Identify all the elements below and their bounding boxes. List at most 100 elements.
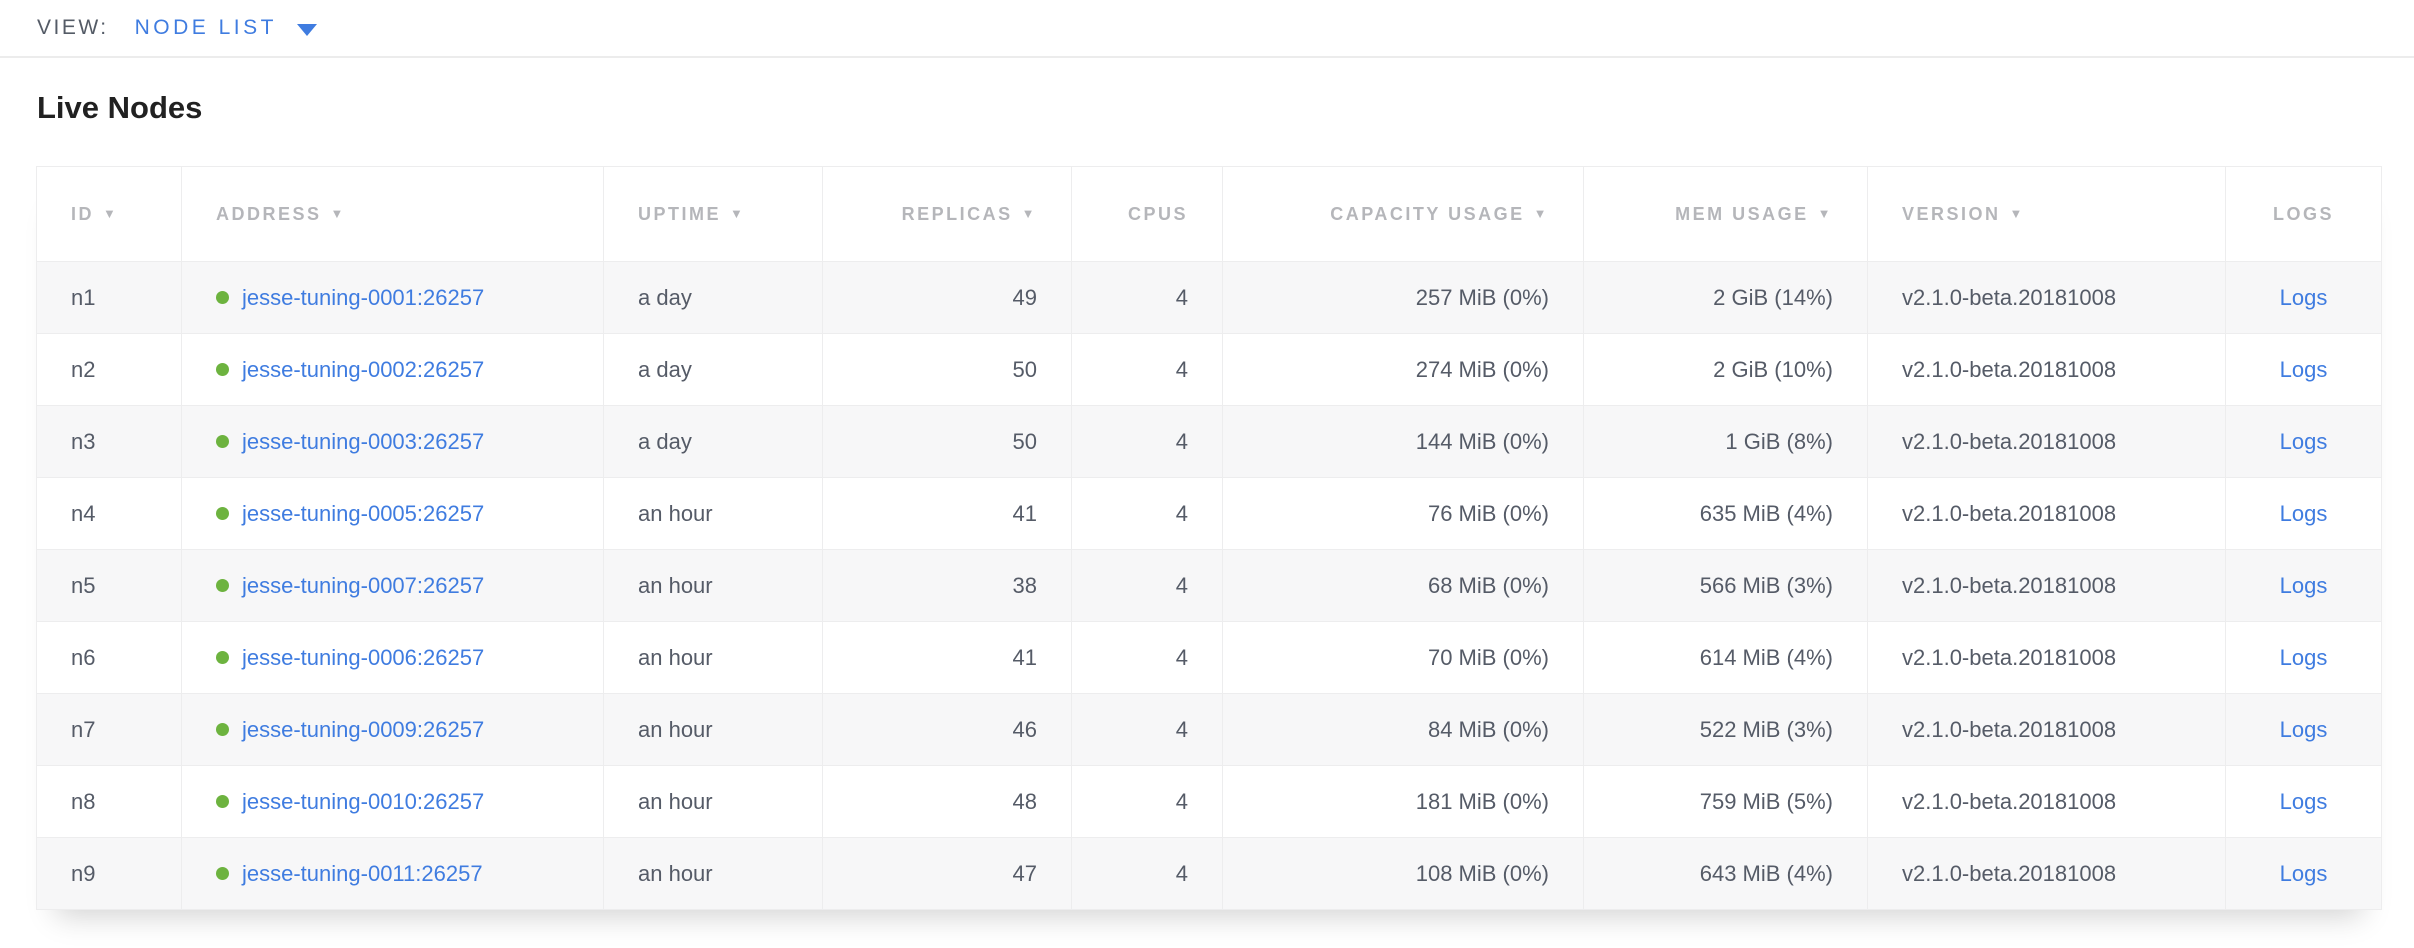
cell-logs: Logs: [2225, 549, 2382, 622]
node-address-link[interactable]: jesse-tuning-0009:26257: [242, 716, 485, 742]
table-row: n9 jesse-tuning-0011:26257 an hour 47 4 108 M…: [36, 837, 2382, 910]
column-header-cpus: CPUS: [1071, 166, 1223, 262]
cell-uptime: an hour: [603, 837, 823, 910]
cell-text: v2.1.0-beta.20181008: [1902, 788, 2117, 814]
cell-uptime: a day: [603, 405, 823, 478]
cell-text: 257 MiB (0%): [1415, 284, 1549, 310]
cell-capacity: 68 MiB (0%): [1222, 549, 1584, 622]
cell-text: 4: [1175, 860, 1188, 886]
column-header-address[interactable]: ADDRESS ▼: [181, 166, 604, 262]
cell-text: 643 MiB (4%): [1699, 860, 1833, 886]
column-header-capacity[interactable]: CAPACITY USAGE ▼: [1222, 166, 1584, 262]
view-bar: VIEW: NODE LIST: [0, 0, 2414, 58]
cell-uptime: an hour: [603, 549, 823, 622]
node-logs-link[interactable]: Logs: [2279, 572, 2328, 598]
node-address-link[interactable]: jesse-tuning-0002:26257: [242, 356, 485, 382]
node-health-icon: [216, 434, 229, 448]
chevron-down-icon: [296, 23, 317, 36]
cell-text: 68 MiB (0%): [1427, 572, 1549, 598]
column-header-replicas[interactable]: REPLICAS ▼: [822, 166, 1072, 262]
cell-cpus: 4: [1071, 693, 1223, 766]
node-logs-link[interactable]: Logs: [2279, 356, 2328, 382]
cell-mem: 643 MiB (4%): [1583, 837, 1868, 910]
cell-text: 70 MiB (0%): [1427, 644, 1549, 670]
cell-cpus: 4: [1071, 405, 1223, 478]
view-selector-dropdown[interactable]: NODE LIST: [135, 16, 317, 40]
cell-text: n8: [71, 788, 96, 814]
cell-id: n4: [37, 478, 182, 550]
cell-text: 41: [1012, 500, 1037, 526]
sort-desc-icon: ▼: [1021, 205, 1037, 221]
cell-mem: 1 GiB (8%): [1583, 405, 1868, 478]
cell-mem: 2 GiB (10%): [1583, 333, 1868, 406]
cell-text: 4: [1175, 716, 1188, 742]
cell-text: n3: [71, 428, 96, 454]
cell-text: 274 MiB (0%): [1415, 356, 1549, 382]
node-health-icon: [216, 290, 229, 304]
live-nodes-table: ID ▼ ADDRESS ▼ UPTIME ▼ REPLICAS ▼ CPUS CAPACITY …: [36, 166, 2382, 910]
table-row: n4 jesse-tuning-0005:26257 an hour 41 4 76 Mi…: [36, 477, 2382, 550]
cell-id: n2: [37, 334, 182, 406]
node-address-link[interactable]: jesse-tuning-0003:26257: [242, 428, 485, 454]
cell-text: a day: [638, 356, 692, 382]
node-health-icon: [216, 578, 229, 592]
cell-text: 4: [1175, 644, 1188, 670]
cell-logs: Logs: [2225, 333, 2382, 406]
cell-text: 4: [1175, 428, 1188, 454]
cell-text: 1 GiB (8%): [1725, 428, 1833, 454]
cell-replicas: 46: [822, 693, 1072, 766]
table-row: n8 jesse-tuning-0010:26257 an hour 48 4 181 M…: [36, 765, 2382, 838]
node-address-link[interactable]: jesse-tuning-0006:26257: [242, 644, 485, 670]
cell-text: an hour: [638, 572, 713, 598]
cell-capacity: 108 MiB (0%): [1222, 837, 1584, 910]
cell-version: v2.1.0-beta.20181008: [1867, 333, 2226, 406]
cell-text: 38: [1012, 572, 1037, 598]
node-health-icon: [216, 506, 229, 520]
cell-mem: 759 MiB (5%): [1583, 765, 1868, 838]
cell-text: n2: [71, 356, 96, 382]
node-logs-link[interactable]: Logs: [2279, 284, 2328, 310]
node-logs-link[interactable]: Logs: [2279, 860, 2328, 886]
node-address-link[interactable]: jesse-tuning-0011:26257: [242, 860, 483, 886]
cell-text: an hour: [638, 860, 713, 886]
node-address-link[interactable]: jesse-tuning-0005:26257: [242, 500, 485, 526]
cell-cpus: 4: [1071, 333, 1223, 406]
cell-logs: Logs: [2225, 261, 2382, 334]
cell-mem: 614 MiB (4%): [1583, 621, 1868, 694]
cell-text: an hour: [638, 500, 713, 526]
cell-text: n6: [71, 644, 96, 670]
column-header-label: ID: [71, 203, 94, 224]
cell-address: jesse-tuning-0002:26257: [181, 333, 604, 406]
node-health-icon: [216, 866, 229, 880]
cell-uptime: a day: [603, 261, 823, 334]
cell-capacity: 144 MiB (0%): [1222, 405, 1584, 478]
node-logs-link[interactable]: Logs: [2279, 716, 2328, 742]
cell-text: v2.1.0-beta.20181008: [1902, 716, 2117, 742]
column-header-uptime[interactable]: UPTIME ▼: [603, 166, 823, 262]
column-header-id[interactable]: ID ▼: [36, 166, 182, 262]
cell-version: v2.1.0-beta.20181008: [1867, 405, 2226, 478]
node-logs-link[interactable]: Logs: [2279, 428, 2328, 454]
column-header-version[interactable]: VERSION ▼: [1867, 166, 2226, 262]
node-logs-link[interactable]: Logs: [2279, 500, 2328, 526]
node-address-link[interactable]: jesse-tuning-0010:26257: [242, 788, 485, 814]
node-logs-link[interactable]: Logs: [2279, 644, 2328, 670]
cell-id: n8: [37, 766, 182, 838]
cell-text: an hour: [638, 644, 713, 670]
cell-text: v2.1.0-beta.20181008: [1902, 284, 2117, 310]
cell-text: 48: [1012, 788, 1037, 814]
table-header-row: ID ▼ ADDRESS ▼ UPTIME ▼ REPLICAS ▼ CPUS CAPACITY …: [36, 166, 2382, 262]
column-header-mem[interactable]: MEM USAGE ▼: [1583, 166, 1868, 262]
column-header-label: MEM USAGE: [1675, 203, 1809, 224]
cell-capacity: 274 MiB (0%): [1222, 333, 1584, 406]
cell-address: jesse-tuning-0010:26257: [181, 765, 604, 838]
cell-replicas: 50: [822, 333, 1072, 406]
cell-capacity: 76 MiB (0%): [1222, 477, 1584, 550]
table-row: n7 jesse-tuning-0009:26257 an hour 46 4 84 Mi…: [36, 693, 2382, 766]
node-logs-link[interactable]: Logs: [2279, 788, 2328, 814]
node-address-link[interactable]: jesse-tuning-0001:26257: [242, 284, 485, 310]
cell-replicas: 41: [822, 621, 1072, 694]
cell-text: 4: [1175, 572, 1188, 598]
cell-text: 614 MiB (4%): [1699, 644, 1833, 670]
node-address-link[interactable]: jesse-tuning-0007:26257: [242, 572, 485, 598]
